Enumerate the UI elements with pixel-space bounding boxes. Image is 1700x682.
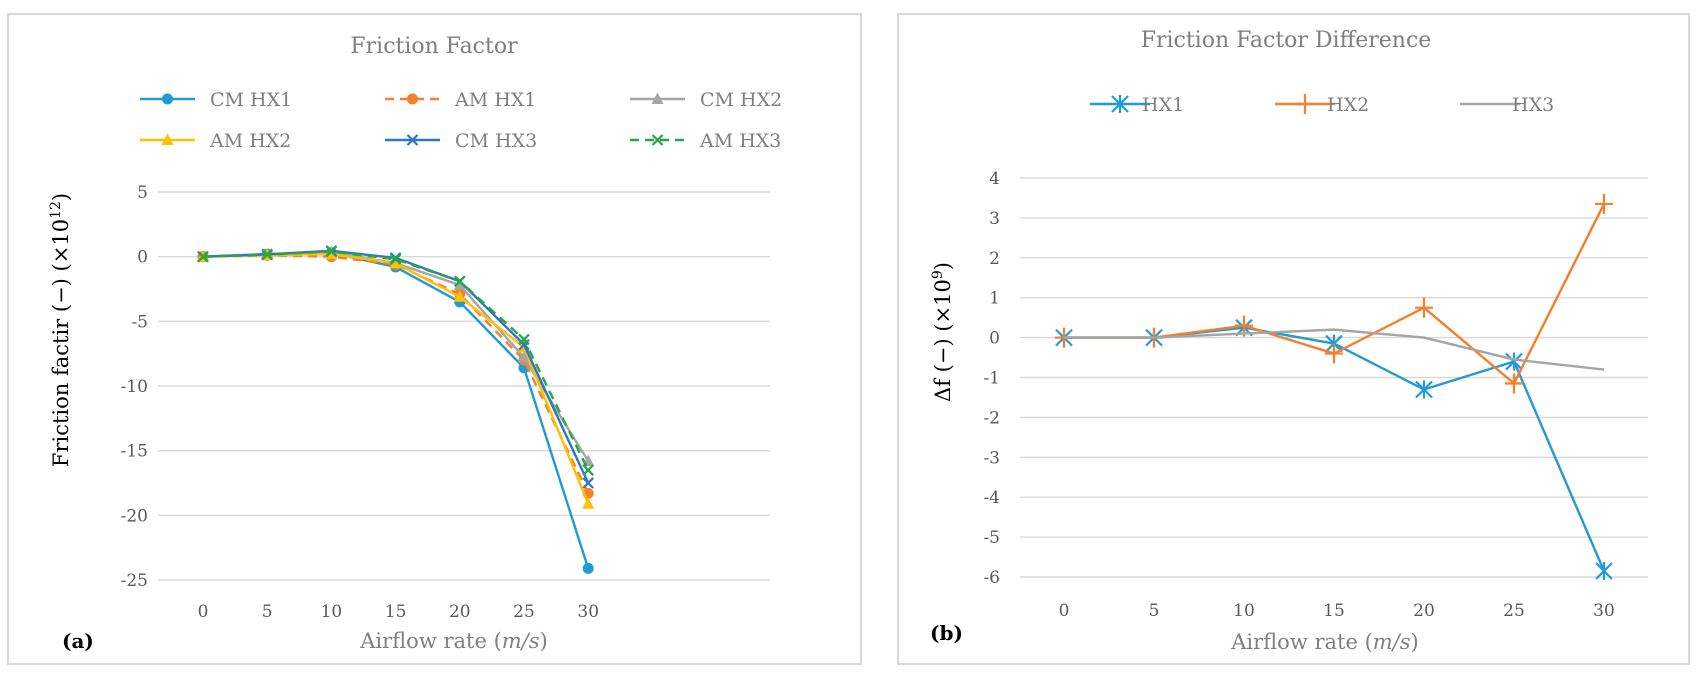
legend-entry: AM HX1	[385, 89, 536, 111]
data-point	[582, 562, 594, 574]
y-tick-label: 4	[989, 169, 1000, 189]
data-point	[325, 245, 338, 258]
legend-entry: HX1	[1090, 94, 1184, 116]
legend-label: HX2	[1327, 94, 1369, 116]
x-tick-label: 5	[262, 602, 273, 622]
panel-b-ylabel: Δf (−) (×109)	[930, 262, 955, 402]
panel-b-friction-factor-difference: Friction Factor Difference 43210-1-2-3-4…	[897, 13, 1690, 665]
legend-entry: AM HX2	[140, 130, 291, 152]
panel-a-title: Friction Factor	[350, 34, 518, 59]
data-point	[453, 278, 466, 291]
data-point	[197, 250, 209, 263]
y-tick-label: -10	[121, 377, 148, 397]
legend-marker	[162, 93, 173, 105]
x-tick-label: 10	[1233, 601, 1255, 621]
y-tick-label: 0	[137, 248, 148, 268]
legend-label: AM HX2	[209, 130, 291, 152]
data-point	[518, 333, 530, 346]
series-am-hx3	[197, 245, 594, 476]
data-point	[389, 253, 402, 266]
data-point	[261, 248, 273, 261]
y-tick-label: -6	[983, 568, 1000, 588]
data-point	[1505, 373, 1523, 394]
x-tick-label: 15	[1323, 601, 1345, 621]
data-point	[1415, 297, 1433, 318]
y-tick-label: -20	[121, 506, 148, 526]
legend-marker	[651, 92, 664, 104]
y-tick-label: -25	[121, 571, 148, 591]
panel-b-title: Friction Factor Difference	[1141, 28, 1432, 53]
legend-label: CM HX2	[700, 89, 782, 111]
panel-a-letter: (a)	[62, 629, 94, 653]
panel-b-xlabel: Airflow rate (m/s)	[1230, 630, 1418, 654]
legend-marker	[407, 93, 418, 105]
panel-a-xlabel: Airflow rate (m/s)	[359, 629, 547, 653]
legend-label: HX1	[1142, 94, 1184, 116]
x-tick-label: 0	[1059, 601, 1070, 621]
legend-entry: HX2	[1275, 94, 1369, 116]
legend-marker	[161, 133, 174, 145]
y-tick-label: 5	[137, 183, 148, 203]
data-point	[325, 247, 338, 260]
data-point	[582, 464, 594, 476]
data-point	[518, 351, 530, 363]
y-tick-label: 0	[989, 329, 1000, 349]
series-hx3	[1064, 328, 1605, 371]
legend-marker	[406, 134, 419, 146]
x-tick-label: 25	[513, 602, 535, 622]
legend-marker	[651, 134, 664, 146]
panel-b-frame	[897, 13, 1690, 665]
data-point	[582, 497, 595, 509]
data-point	[1595, 562, 1613, 581]
legend-label: CM HX1	[210, 89, 292, 111]
y-tick-label: -2	[983, 408, 1000, 428]
y-tick-label: 2	[989, 249, 1000, 269]
legend-label: AM HX1	[454, 89, 536, 111]
legend-entry: CM HX3	[385, 130, 537, 152]
x-tick-label: 25	[1503, 601, 1525, 621]
y-tick-label: -15	[121, 442, 148, 462]
x-tick-label: 30	[1593, 601, 1615, 621]
panel-a-ylabel: Friction factir (−) (×1012)	[48, 193, 73, 467]
y-tick-label: -3	[983, 448, 1000, 468]
legend-entry: CM HX1	[140, 89, 292, 111]
legend-entry: CM HX2	[630, 89, 782, 111]
x-tick-label: 30	[577, 602, 599, 622]
data-point	[1595, 193, 1613, 214]
legend-label: CM HX3	[455, 130, 537, 152]
x-tick-label: 0	[198, 602, 209, 622]
x-tick-label: 15	[385, 602, 407, 622]
legend-entry: AM HX3	[630, 130, 781, 152]
data-point	[453, 290, 466, 302]
x-tick-label: 10	[321, 602, 343, 622]
series-line	[1064, 328, 1605, 371]
x-tick-label: 5	[1149, 601, 1160, 621]
y-tick-label: 3	[989, 209, 1000, 229]
legend-marker	[1296, 94, 1314, 114]
legend-label: AM HX3	[699, 130, 781, 152]
panel-a-friction-factor: Friction Factor 5 0 -5 -10 -15 -20 -25 0 5 10 15 20…	[7, 13, 862, 665]
x-tick-label: 20	[449, 602, 471, 622]
legend-entry: HX3	[1460, 94, 1554, 116]
panel-a-frame	[7, 13, 862, 665]
legend-label: HX3	[1512, 94, 1554, 116]
legend-marker	[1111, 95, 1129, 113]
data-point	[1505, 352, 1523, 371]
y-tick-label: 1	[989, 289, 1000, 309]
x-tick-label: 20	[1413, 601, 1435, 621]
y-tick-label: -5	[983, 528, 1000, 548]
y-tick-label: -1	[983, 369, 1000, 389]
data-point	[1415, 380, 1433, 399]
data-point	[1325, 343, 1343, 364]
data-point	[454, 275, 466, 288]
panel-b-letter: (b)	[930, 621, 963, 645]
data-point	[1235, 315, 1253, 336]
data-point	[389, 256, 402, 269]
y-tick-label: -4	[983, 488, 1000, 508]
y-tick-label: -5	[131, 312, 148, 332]
data-point	[582, 477, 594, 489]
